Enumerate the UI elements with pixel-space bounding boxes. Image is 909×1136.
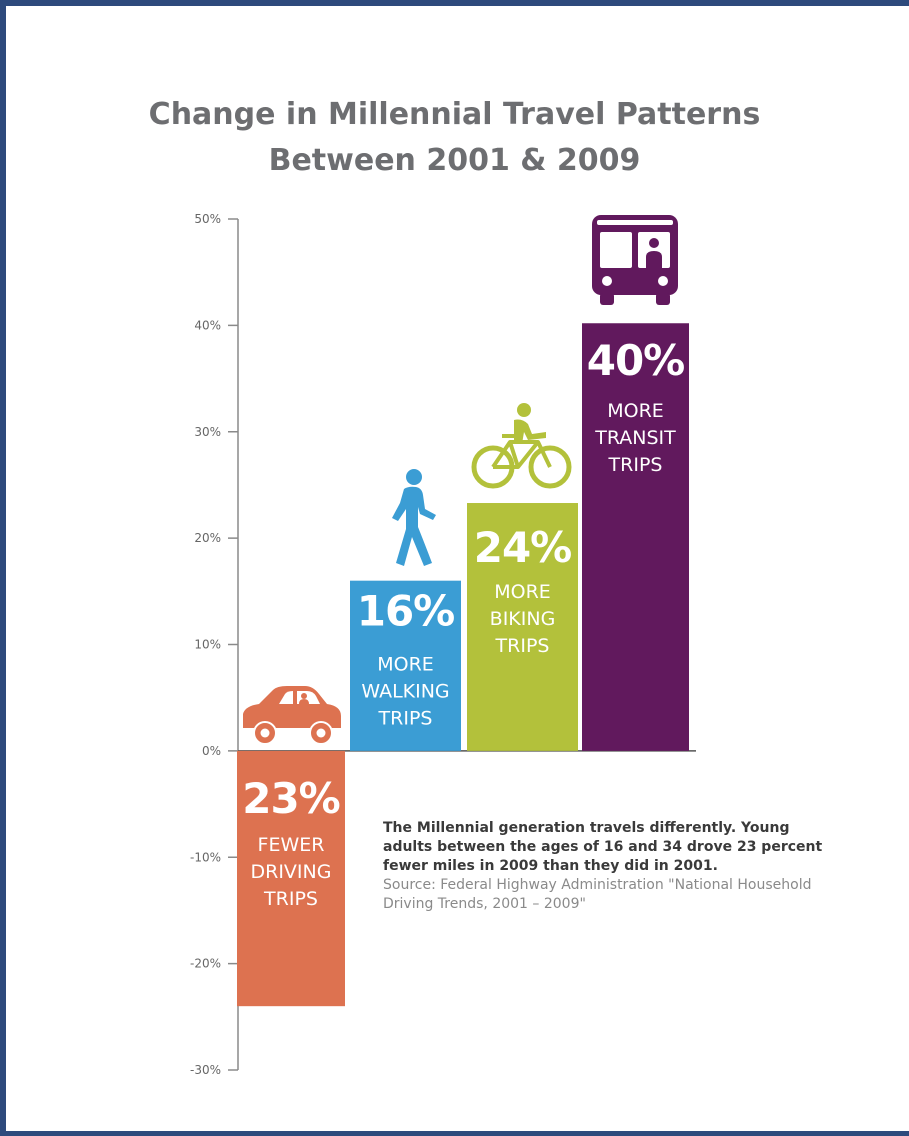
bicycle-icon [471,403,572,489]
y-tick-label: 30% [194,425,221,439]
y-tick-label: -20% [190,957,221,971]
bar-caption-line: DRIVING [251,861,332,883]
caption-source: Source: Federal Highway Administration "… [383,877,812,912]
bar-caption-line: WALKING [361,681,449,703]
chart-title-line: Change in Millennial Travel Patterns [148,97,761,132]
chart-caption: The Millennial generation travels differ… [383,819,823,914]
y-tick-label: -30% [190,1063,221,1077]
bar-walking [350,580,461,751]
bar-caption-line: MORE [607,400,664,422]
y-tick-label: 20% [194,531,221,545]
bar-caption-line: BIKING [490,608,556,630]
bar-biking [467,503,578,751]
y-tick-label: 0% [202,744,221,758]
bus-icon [592,215,678,305]
caption-description: The Millennial generation travels differ… [383,820,823,874]
bar-caption-line: MORE [494,581,551,603]
car-icon [243,686,341,745]
y-tick-label: 10% [194,638,221,652]
bar-caption-line: TRIPS [263,888,318,910]
bar-transit [582,323,689,751]
walking-person-icon [392,469,436,566]
bar-value-label: 23% [242,774,340,823]
chart-title: Change in Millennial Travel Patterns Bet… [0,92,909,184]
bar-value-label: 16% [357,587,455,636]
bar-driving [237,750,345,1007]
y-tick-label: -10% [190,850,221,864]
chart-title-line: Between 2001 & 2009 [268,143,641,178]
bar-caption-line: TRANSIT [594,427,676,449]
y-tick-label: 40% [194,318,221,332]
bar-value-label: 40% [587,336,685,385]
y-tick-label: 50% [194,212,221,226]
bar-caption-line: TRIPS [608,454,663,476]
bar-caption-line: TRIPS [378,708,433,730]
bar-caption-line: FEWER [258,834,325,856]
bar-caption-line: TRIPS [495,635,550,657]
bar-caption-line: MORE [377,654,434,676]
bar-value-label: 24% [474,523,572,572]
